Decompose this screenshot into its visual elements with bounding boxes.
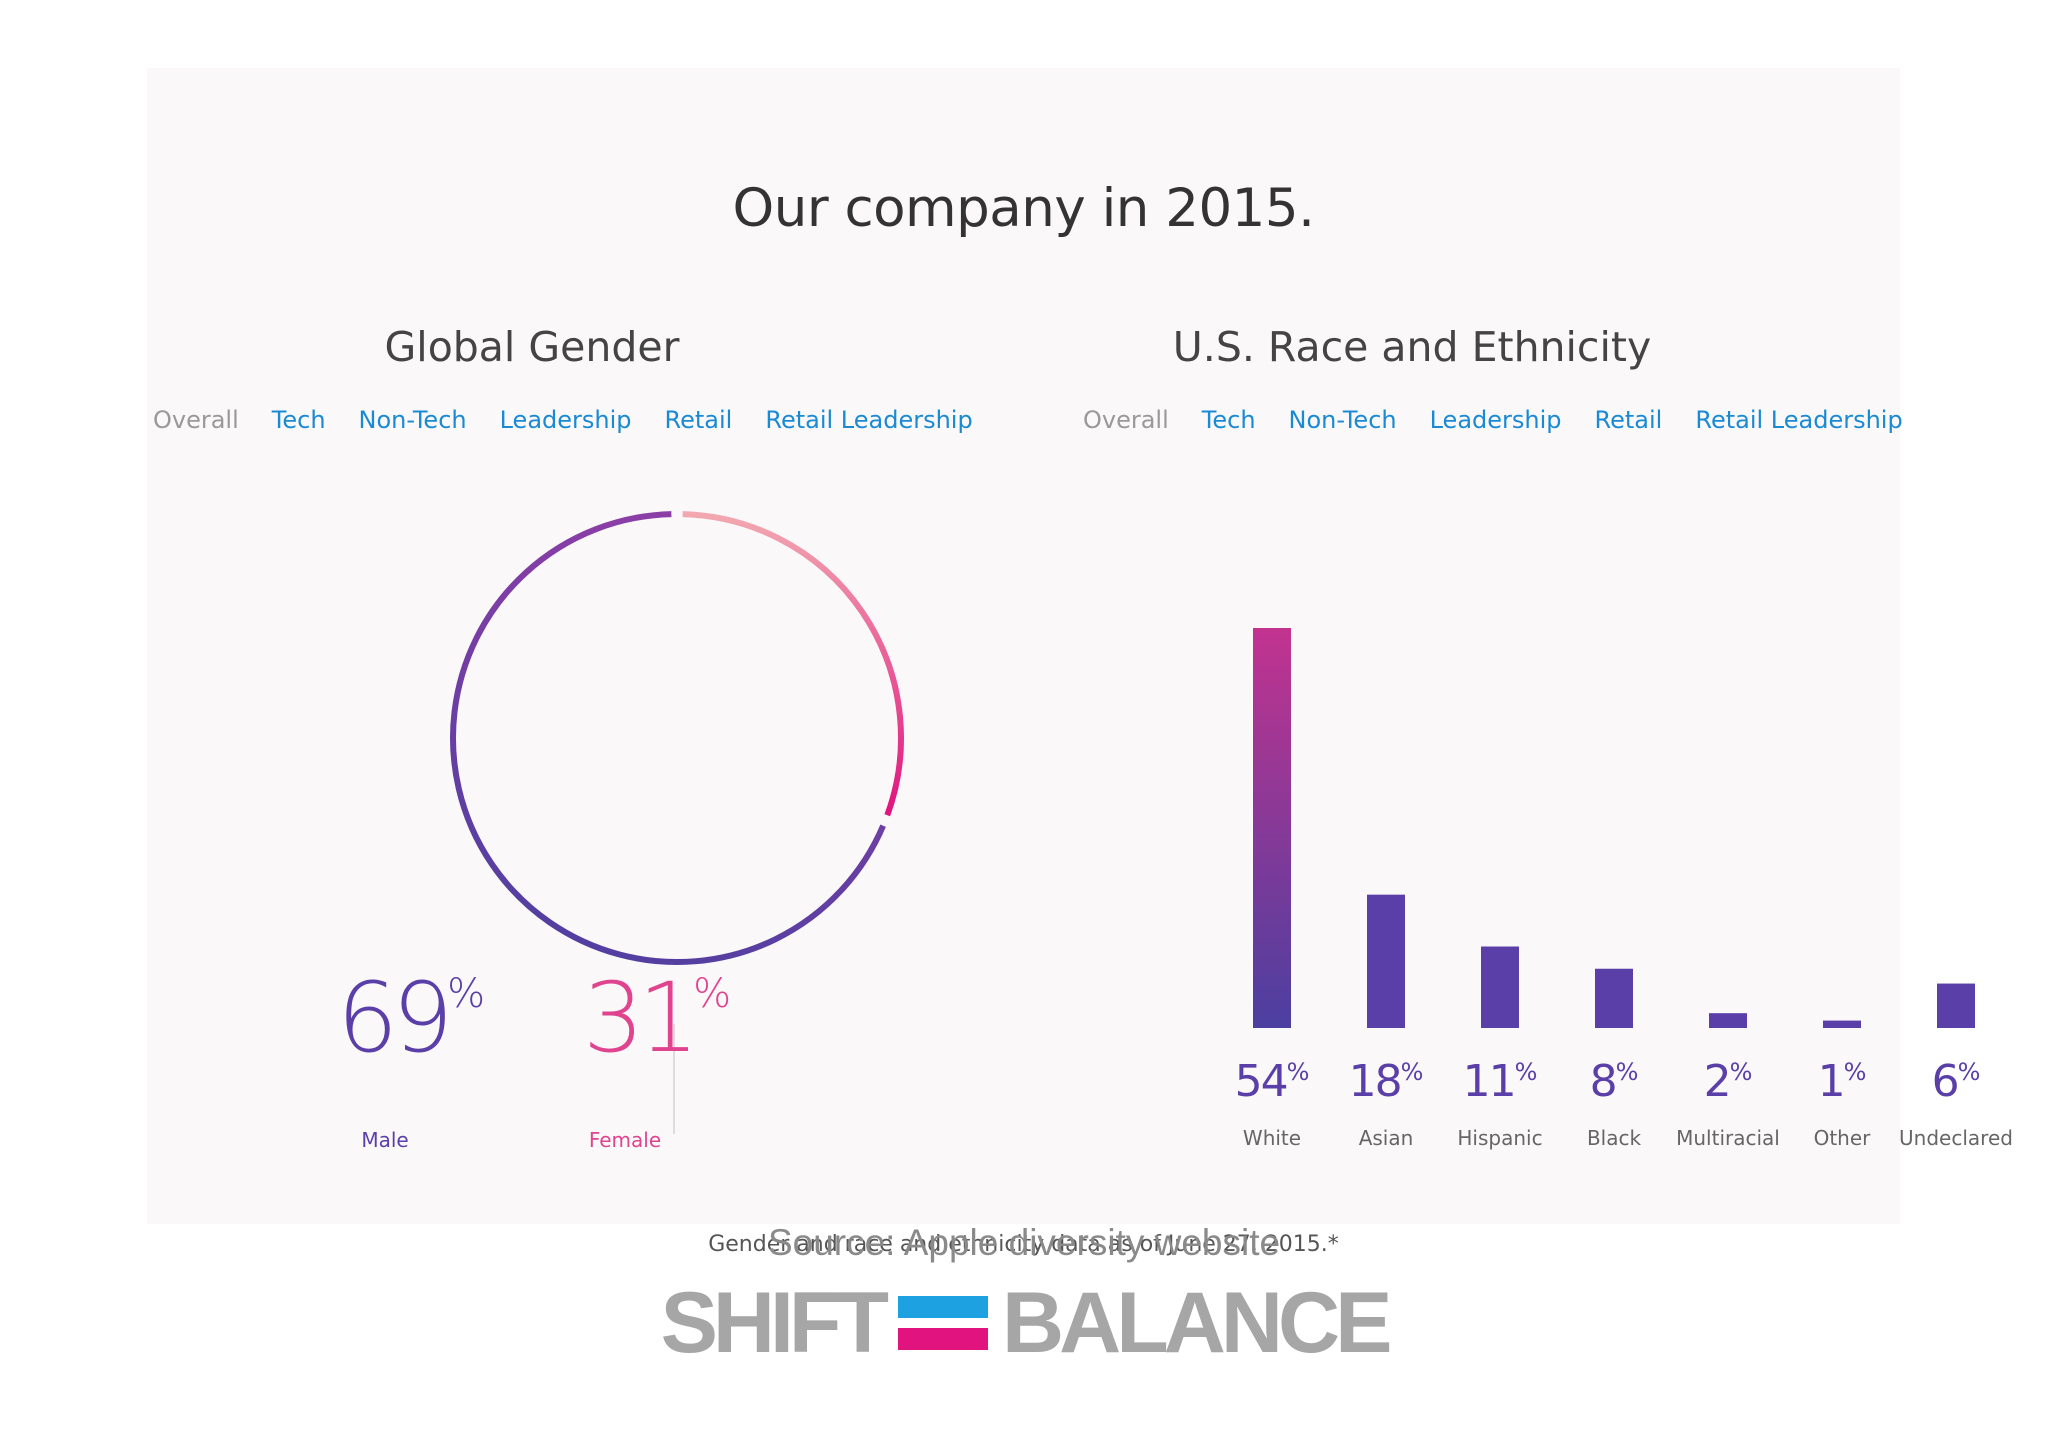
bar-category-black: Black: [1586, 1126, 1642, 1150]
footnote: Gender and race and ethnicity data as of…: [708, 1232, 1339, 1257]
bar-category-white: White: [1242, 1126, 1302, 1150]
bar-other: [1823, 1020, 1861, 1028]
bar-category-hispanic: Hispanic: [1457, 1126, 1543, 1150]
race-tab-overall[interactable]: Overall: [1083, 406, 1169, 434]
equals-icon: [898, 1296, 988, 1350]
bar-hispanic: [1481, 946, 1519, 1028]
logo-word-shift: SHIFT: [660, 1275, 889, 1371]
race-tab-retail-leadership[interactable]: Retail Leadership: [1695, 406, 1903, 434]
female-label: Female: [588, 1128, 662, 1152]
source-caption: Source: Apple diversity website: [767, 1222, 1281, 1263]
gender-tabs: Overall Tech Non-Tech Leadership Retail …: [153, 406, 1006, 434]
female-percent: 31%: [583, 962, 732, 1074]
bar-asian: [1367, 894, 1405, 1028]
logo-word-balance: BALANCE: [1002, 1275, 1392, 1371]
bar-category-multiracial: Multiracial: [1676, 1126, 1780, 1150]
bar-value-other: 1%: [1817, 1056, 1867, 1107]
gender-tab-retail[interactable]: Retail: [664, 406, 733, 434]
bar-category-other: Other: [1813, 1126, 1871, 1150]
male-percent: 69%: [337, 962, 486, 1074]
bar-value-hispanic: 11%: [1462, 1056, 1538, 1107]
bar-value-asian: 18%: [1348, 1056, 1424, 1107]
bar-value-black: 8%: [1589, 1056, 1639, 1107]
gender-tab-tech[interactable]: Tech: [271, 406, 326, 434]
gender-tab-non-tech[interactable]: Non-Tech: [358, 406, 467, 434]
gender-section-title: Global Gender: [384, 323, 680, 371]
gender-donut-chart: [450, 511, 904, 965]
page-title: Our company in 2015.: [732, 178, 1315, 239]
bar-value-multiracial: 2%: [1703, 1056, 1753, 1107]
bar-black: [1595, 968, 1633, 1028]
race-bar-chart: [1253, 628, 1975, 1028]
gender-tab-overall[interactable]: Overall: [153, 406, 239, 434]
bar-category-asian: Asian: [1358, 1126, 1414, 1150]
race-tab-tech[interactable]: Tech: [1201, 406, 1256, 434]
bar-value-undeclared: 6%: [1931, 1056, 1981, 1107]
gender-tab-leadership[interactable]: Leadership: [499, 406, 632, 434]
bar-category-undeclared: Undeclared: [1899, 1126, 2013, 1150]
donut-slice-female: [682, 511, 904, 817]
shift-balance-logo: SHIFT BALANCE: [0, 1280, 2048, 1366]
race-tabs: Overall Tech Non-Tech Leadership Retail …: [1083, 406, 1936, 434]
race-tab-retail[interactable]: Retail: [1594, 406, 1663, 434]
male-label: Male: [361, 1128, 409, 1152]
gender-divider: [673, 1024, 675, 1134]
race-section-title: U.S. Race and Ethnicity: [1172, 323, 1652, 371]
gender-tab-retail-leadership[interactable]: Retail Leadership: [765, 406, 973, 434]
bar-undeclared: [1937, 983, 1975, 1028]
race-tab-non-tech[interactable]: Non-Tech: [1288, 406, 1397, 434]
bar-multiracial: [1709, 1013, 1747, 1028]
donut-slice-male: [450, 511, 886, 965]
race-tab-leadership[interactable]: Leadership: [1429, 406, 1562, 434]
bar-white: [1253, 628, 1291, 1028]
bar-value-white: 54%: [1234, 1056, 1310, 1107]
content-panel: Our company in 2015. Global Gender Overa…: [147, 68, 2013, 1257]
